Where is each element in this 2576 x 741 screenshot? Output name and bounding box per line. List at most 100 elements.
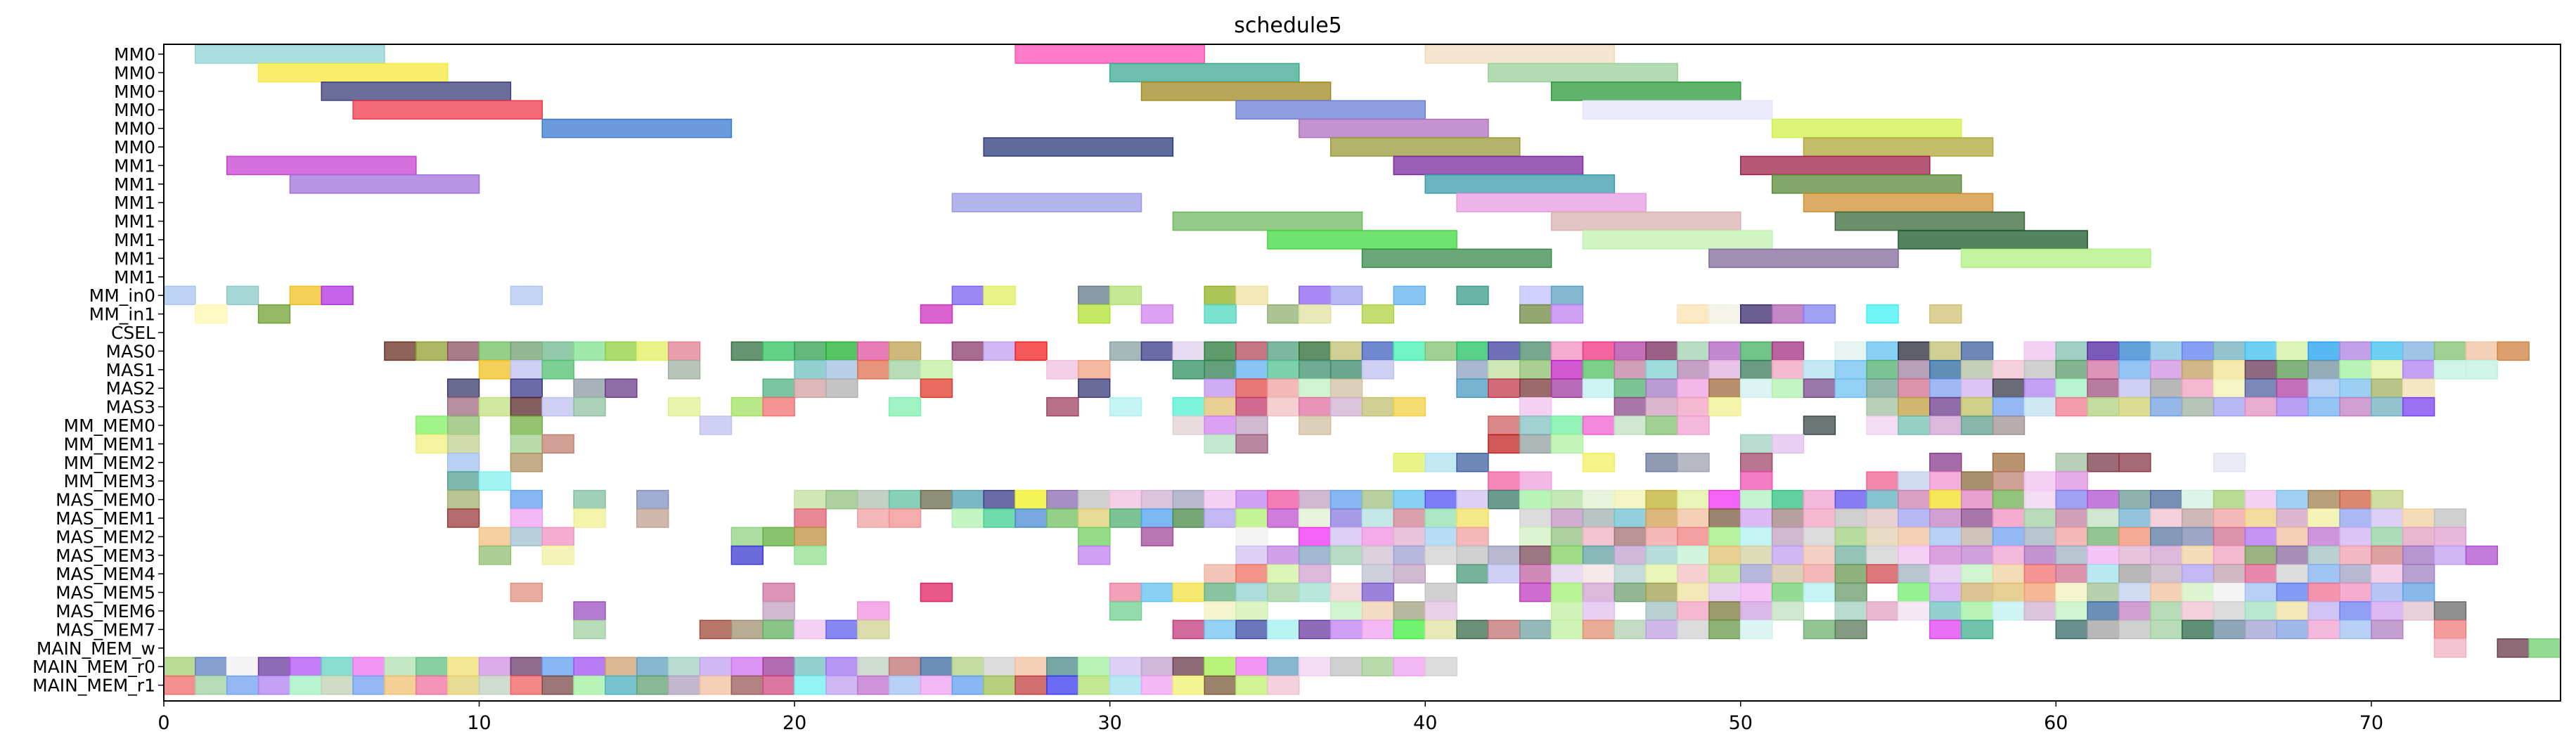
task-cell <box>446 397 480 417</box>
task-cell <box>1235 657 1268 676</box>
task-cell <box>1140 657 1174 676</box>
task-cell <box>1866 360 1899 380</box>
task-cell <box>1929 546 1962 565</box>
task-cell <box>289 675 323 695</box>
task-cell <box>1109 582 1142 603</box>
task-cell <box>1992 601 2026 621</box>
task-bar <box>226 155 417 176</box>
y-tick-label: MM_MEM1 <box>64 434 155 454</box>
task-cell <box>2055 453 2088 472</box>
task-cell <box>2150 397 2183 417</box>
task-cell <box>2244 582 2278 603</box>
task-cell <box>1771 564 1805 584</box>
task-cell <box>2244 527 2278 547</box>
task-cell <box>920 489 953 510</box>
task-cell <box>2181 360 2215 380</box>
task-cell <box>1708 564 1741 584</box>
task-cell <box>1708 360 1741 380</box>
task-cell <box>1329 489 1363 510</box>
task-cell <box>2339 619 2372 640</box>
task-cell <box>1771 582 1805 603</box>
task-cell <box>1771 341 1805 361</box>
task-cell <box>1645 527 1678 547</box>
task-cell <box>2150 527 2183 547</box>
task-cell <box>605 657 638 676</box>
task-cell <box>2307 582 2340 603</box>
task-cell <box>920 657 953 676</box>
task-cell <box>1645 564 1678 584</box>
task-cell <box>1172 397 1205 417</box>
task-bar <box>1393 155 1584 176</box>
task-bar <box>1771 118 1962 138</box>
task-cell <box>1898 527 1931 547</box>
task-cell <box>1898 508 1931 528</box>
task-cell <box>1898 601 1931 621</box>
task-cell <box>2150 564 2183 584</box>
task-cell <box>920 582 953 603</box>
task-bar <box>1803 137 1994 157</box>
y-tick-label: MM0 <box>114 137 155 157</box>
task-cell <box>1708 489 1741 510</box>
task-cell <box>1645 508 1678 528</box>
task-cell <box>1361 489 1395 510</box>
task-cell <box>1519 304 1552 324</box>
task-cell <box>1771 546 1805 565</box>
task-cell <box>1204 619 1237 640</box>
task-cell <box>1519 546 1552 565</box>
task-cell <box>1645 415 1678 435</box>
task-cell <box>1488 434 1521 454</box>
task-cell <box>2087 341 2120 361</box>
task-cell <box>446 489 480 510</box>
task-cell <box>2244 397 2278 417</box>
task-cell <box>2307 360 2340 380</box>
task-cell <box>1204 378 1237 398</box>
y-tick-label: MM1 <box>114 267 155 288</box>
task-cell <box>1361 657 1395 676</box>
task-cell <box>1582 601 1616 621</box>
task-cell <box>1140 341 1174 361</box>
task-cell <box>446 378 480 398</box>
task-cell <box>794 508 827 528</box>
task-cell <box>1898 341 1931 361</box>
task-cell <box>2339 508 2372 528</box>
task-cell <box>857 360 890 380</box>
task-cell <box>478 527 512 547</box>
task-cell <box>2307 527 2340 547</box>
task-cell <box>2181 564 2215 584</box>
task-cell <box>573 619 606 640</box>
task-cell <box>541 341 574 361</box>
task-cell <box>2307 564 2340 584</box>
task-cell <box>1834 341 1867 361</box>
task-cell <box>573 378 606 398</box>
task-cell <box>1235 546 1268 565</box>
task-cell <box>257 675 291 695</box>
task-cell <box>2118 564 2151 584</box>
task-cell <box>2181 546 2215 565</box>
task-cell <box>2118 527 2151 547</box>
task-cell <box>2055 360 2088 380</box>
task-cell <box>1015 341 1048 361</box>
task-bar <box>1015 44 1205 64</box>
task-cell <box>2307 619 2340 640</box>
task-cell <box>2213 619 2246 640</box>
task-cell <box>1803 378 1836 398</box>
task-cell <box>2023 489 2057 510</box>
task-cell <box>1015 657 1048 676</box>
task-cell <box>163 285 196 305</box>
task-cell <box>2181 619 2215 640</box>
task-cell <box>1866 508 1899 528</box>
task-cell <box>541 527 574 547</box>
task-cell <box>1393 489 1426 510</box>
task-cell <box>1677 453 1710 472</box>
task-cell <box>1803 564 1836 584</box>
task-cell <box>762 397 795 417</box>
task-cell <box>1015 508 1048 528</box>
y-tick-label: MM1 <box>114 174 155 195</box>
task-cell <box>2307 546 2340 565</box>
task-cell <box>636 341 669 361</box>
task-cell <box>1235 601 1268 621</box>
y-tick-label: MM_MEM3 <box>64 471 155 491</box>
task-cell <box>1866 601 1899 621</box>
task-cell <box>2402 582 2435 603</box>
task-cell <box>226 675 259 695</box>
